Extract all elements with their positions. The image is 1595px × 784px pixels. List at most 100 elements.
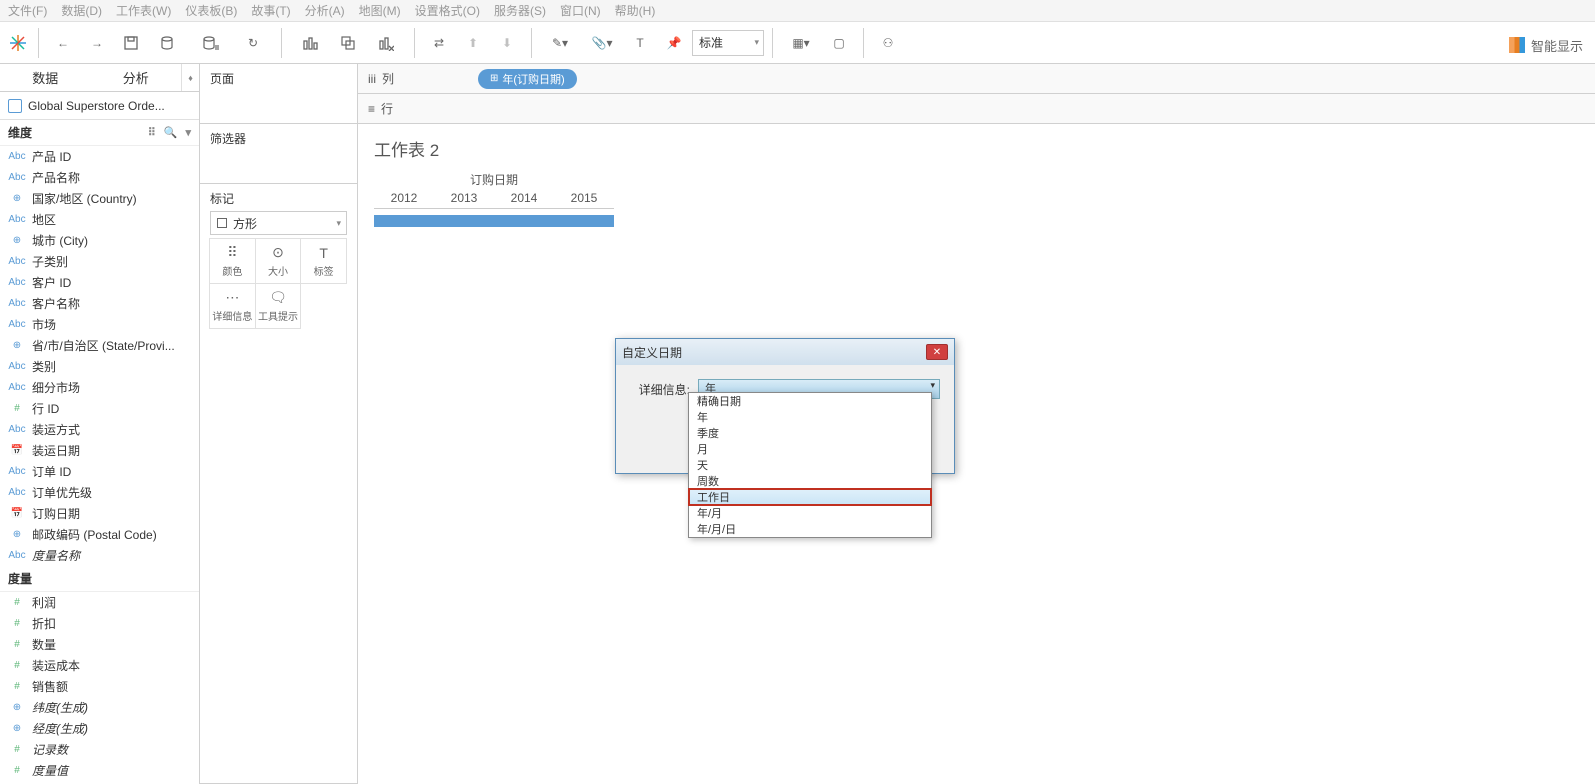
dropdown-option[interactable]: 年: [689, 409, 931, 425]
dropdown-option[interactable]: 天: [689, 457, 931, 473]
dropdown-option[interactable]: 精确日期: [689, 393, 931, 409]
pages-card[interactable]: 页面: [200, 64, 357, 124]
year-header[interactable]: 2013: [434, 188, 494, 209]
expand-icon[interactable]: ⊞: [490, 73, 498, 84]
mark-type-selector[interactable]: 方形: [210, 211, 347, 235]
field-item[interactable]: Abc产品 ID: [0, 146, 199, 167]
year-header[interactable]: 2015: [554, 188, 614, 209]
dropdown-option[interactable]: 周数: [689, 473, 931, 489]
field-item[interactable]: 📅装运日期: [0, 440, 199, 461]
mark-详细信息[interactable]: ⋯详细信息: [209, 283, 256, 329]
menu-item[interactable]: 设置格式(O): [415, 2, 480, 19]
new-sheet-button[interactable]: [290, 27, 330, 59]
rows-shelf[interactable]: ≡行: [358, 94, 1595, 124]
field-item[interactable]: Abc子类别: [0, 251, 199, 272]
pause-button[interactable]: [191, 27, 231, 59]
menu-item[interactable]: 分析(A): [305, 2, 345, 19]
field-item[interactable]: Abc装运方式: [0, 419, 199, 440]
menu-item[interactable]: 工作表(W): [116, 2, 171, 19]
year-header[interactable]: 2012: [374, 188, 434, 209]
new-datasource-button[interactable]: [149, 27, 189, 59]
dropdown-option[interactable]: 工作日: [689, 489, 931, 505]
presentation-button[interactable]: ▢: [823, 27, 855, 59]
tab-menu-icon[interactable]: ♦: [181, 64, 199, 91]
dropdown-option[interactable]: 季度: [689, 425, 931, 441]
field-item[interactable]: #数量: [0, 634, 199, 655]
share-button[interactable]: ⚇: [872, 27, 904, 59]
duplicate-button[interactable]: [332, 27, 364, 59]
menu-item[interactable]: 服务器(S): [494, 2, 546, 19]
mark-工具提示[interactable]: 🗨工具提示: [255, 283, 302, 329]
view-toggle-icon[interactable]: ⠿: [148, 126, 156, 139]
tab-data[interactable]: 数据: [0, 64, 91, 91]
data-mark[interactable]: [494, 215, 554, 227]
column-pill[interactable]: ⊞年(订购日期): [478, 69, 577, 89]
columns-shelf[interactable]: iii列 ⊞年(订购日期): [358, 64, 1595, 94]
field-item[interactable]: Abc客户名称: [0, 293, 199, 314]
field-item[interactable]: Abc类别: [0, 356, 199, 377]
dropdown-option[interactable]: 年/月/日: [689, 521, 931, 537]
field-item[interactable]: Abc产品名称: [0, 167, 199, 188]
mark-大小[interactable]: ⊙大小: [255, 238, 302, 284]
menu-item[interactable]: 故事(T): [251, 2, 290, 19]
field-item[interactable]: #销售额: [0, 676, 199, 697]
datasource-item[interactable]: Global Superstore Orde...: [0, 92, 199, 120]
field-item[interactable]: ⊕城市 (City): [0, 230, 199, 251]
field-item[interactable]: Abc细分市场: [0, 377, 199, 398]
group-button[interactable]: 📎▾: [582, 27, 622, 59]
tab-analysis[interactable]: 分析: [91, 64, 182, 91]
field-item[interactable]: #利润: [0, 592, 199, 613]
back-button[interactable]: ←: [47, 27, 79, 59]
dropdown-option[interactable]: 年/月: [689, 505, 931, 521]
menu-item[interactable]: 窗口(N): [560, 2, 601, 19]
show-me-button[interactable]: 智能显示: [1509, 26, 1583, 64]
show-cards-button[interactable]: ▦▾: [781, 27, 821, 59]
search-icon[interactable]: 🔍: [164, 126, 178, 139]
field-item[interactable]: ⊕经度(生成): [0, 718, 199, 739]
pin-button[interactable]: 📌: [658, 27, 690, 59]
dropdown-option[interactable]: 月: [689, 441, 931, 457]
fit-selector[interactable]: 标准: [692, 30, 764, 56]
data-mark[interactable]: [434, 215, 494, 227]
year-header[interactable]: 2014: [494, 188, 554, 209]
field-item[interactable]: ⊕邮政编码 (Postal Code): [0, 524, 199, 545]
dialog-titlebar[interactable]: 自定义日期 ✕: [616, 339, 954, 365]
field-item[interactable]: #行 ID: [0, 398, 199, 419]
sheet-title[interactable]: 工作表 2: [374, 136, 1579, 161]
field-item[interactable]: Abc市场: [0, 314, 199, 335]
field-item[interactable]: Abc订单 ID: [0, 461, 199, 482]
field-item[interactable]: Abc度量名称: [0, 545, 199, 566]
field-item[interactable]: ⊕国家/地区 (Country): [0, 188, 199, 209]
filters-card[interactable]: 筛选器: [200, 124, 357, 184]
field-item[interactable]: ⊕省/市/自治区 (State/Provi...: [0, 335, 199, 356]
data-mark[interactable]: [374, 215, 434, 227]
clear-button[interactable]: [366, 27, 406, 59]
field-item[interactable]: Abc订单优先级: [0, 482, 199, 503]
field-item[interactable]: #折扣: [0, 613, 199, 634]
menu-item[interactable]: 文件(F): [8, 2, 47, 19]
mark-标签[interactable]: T标签: [300, 238, 347, 284]
menu-icon[interactable]: ▾: [185, 126, 191, 139]
menu-item[interactable]: 数据(D): [61, 2, 102, 19]
sort-desc-button[interactable]: ⬇: [491, 27, 523, 59]
refresh-button[interactable]: ↻: [233, 27, 273, 59]
field-item[interactable]: #度量值: [0, 760, 199, 781]
labels-button[interactable]: T: [624, 27, 656, 59]
save-button[interactable]: [115, 27, 147, 59]
swap-button[interactable]: ⇄: [423, 27, 455, 59]
data-mark[interactable]: [554, 215, 614, 227]
mark-颜色[interactable]: ⠿颜色: [209, 238, 256, 284]
field-item[interactable]: 📅订购日期: [0, 503, 199, 524]
sort-asc-button[interactable]: ⬆: [457, 27, 489, 59]
menu-item[interactable]: 地图(M): [359, 2, 401, 19]
highlight-button[interactable]: ✎▾: [540, 27, 580, 59]
field-item[interactable]: #装运成本: [0, 655, 199, 676]
close-button[interactable]: ✕: [926, 344, 948, 360]
menu-item[interactable]: 帮助(H): [615, 2, 656, 19]
field-item[interactable]: #记录数: [0, 739, 199, 760]
forward-button[interactable]: →: [81, 27, 113, 59]
field-item[interactable]: ⊕纬度(生成): [0, 697, 199, 718]
menu-item[interactable]: 仪表板(B): [185, 2, 237, 19]
field-item[interactable]: Abc地区: [0, 209, 199, 230]
field-item[interactable]: Abc客户 ID: [0, 272, 199, 293]
